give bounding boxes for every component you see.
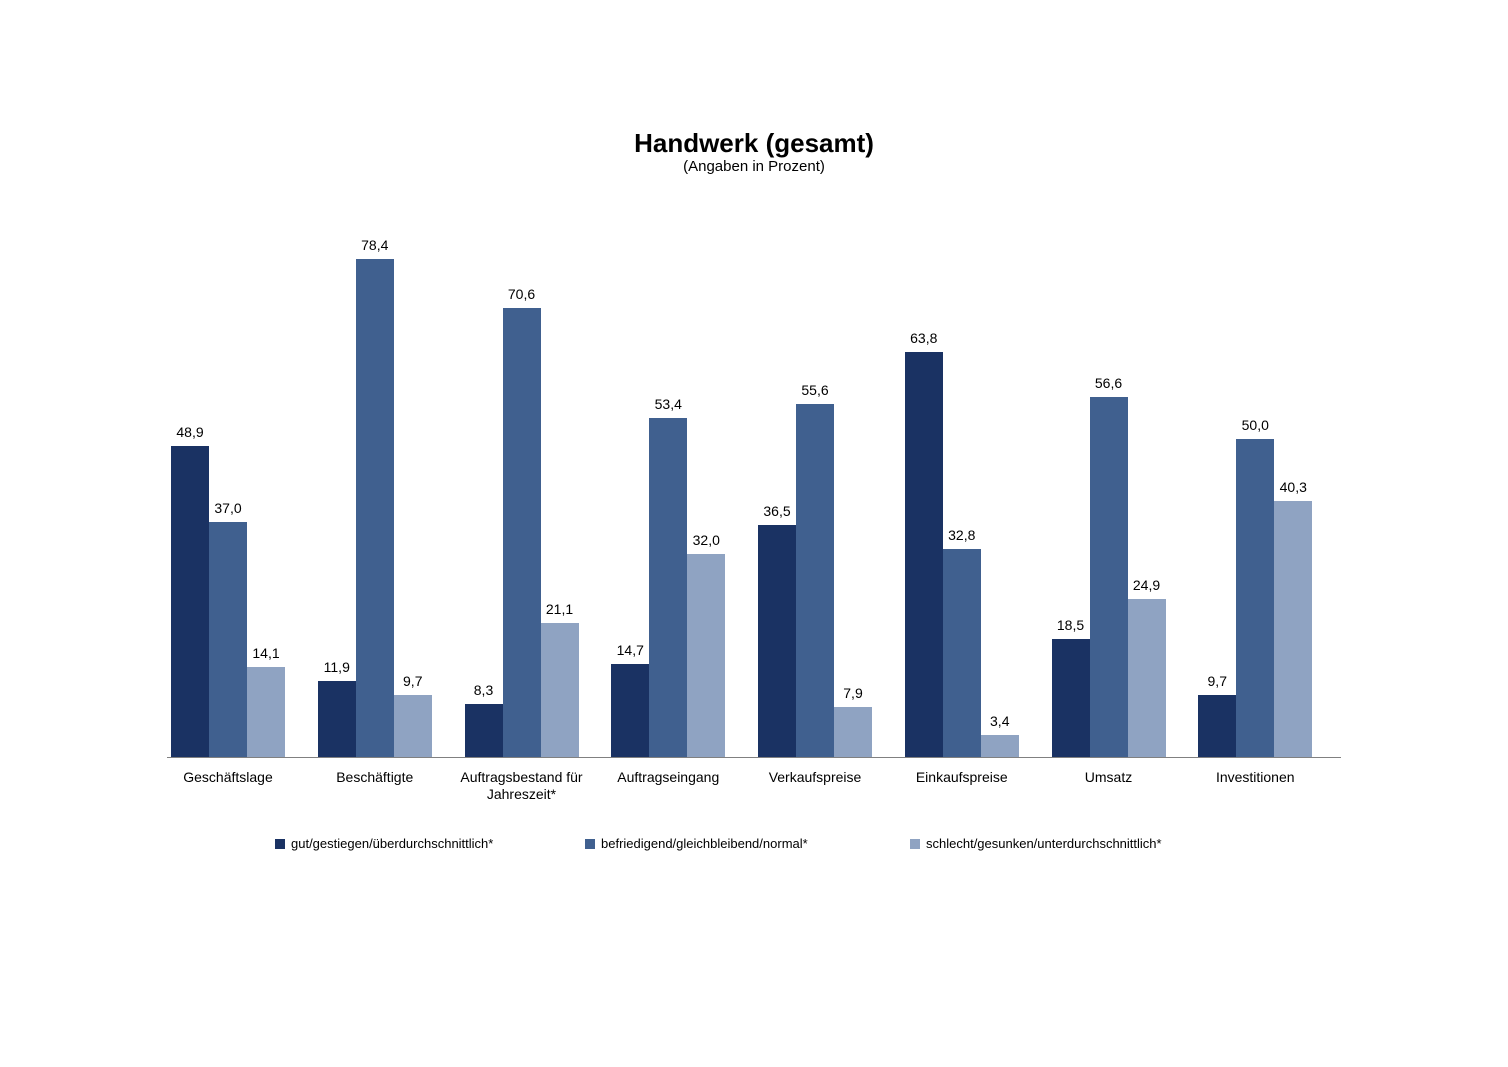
bar-value-label: 24,9: [1117, 577, 1177, 593]
bar-value-label: 9,7: [383, 673, 443, 689]
bar: [465, 704, 503, 757]
category-label: Einkaufspreise: [891, 769, 1032, 786]
bar-value-label: 56,6: [1079, 375, 1139, 391]
bar: [541, 623, 579, 757]
bar-value-label: 53,4: [638, 396, 698, 412]
bar-value-label: 78,4: [345, 237, 405, 253]
bar-value-label: 32,0: [676, 532, 736, 548]
category-label: Investitionen: [1185, 769, 1326, 786]
legend-item: befriedigend/gleichbleibend/normal*: [585, 836, 808, 851]
bar: [1128, 599, 1166, 757]
bar: [1274, 501, 1312, 757]
bar-group: 8,370,621,1: [461, 236, 608, 757]
category-label: Umsatz: [1038, 769, 1179, 786]
chart-subtitle: (Angaben in Prozent): [0, 158, 1508, 175]
bar-group: 11,978,49,7: [314, 236, 461, 757]
legend-swatch: [910, 839, 920, 849]
bar-group: 63,832,83,4: [901, 236, 1048, 757]
bar-value-label: 3,4: [970, 713, 1030, 729]
bar: [247, 667, 285, 757]
bar-group: 14,753,432,0: [607, 236, 754, 757]
bar: [209, 522, 247, 757]
legend-item: schlecht/gesunken/unterdurchschnittlich*: [910, 836, 1162, 851]
bar-value-label: 7,9: [823, 685, 883, 701]
bar-value-label: 50,0: [1225, 417, 1285, 433]
category-label: Beschäftigte: [304, 769, 445, 786]
bar-value-label: 32,8: [932, 527, 992, 543]
bar-value-label: 48,9: [160, 424, 220, 440]
legend-item: gut/gestiegen/überdurchschnittlich*: [275, 836, 493, 851]
plot-area: 48,937,014,111,978,49,78,370,621,114,753…: [167, 236, 1341, 758]
category-label: Auftragseingang: [598, 769, 739, 786]
bar: [649, 418, 687, 757]
bar-value-label: 40,3: [1263, 479, 1323, 495]
legend-swatch: [275, 839, 285, 849]
legend-swatch: [585, 839, 595, 849]
bar: [687, 554, 725, 757]
bar-group: 48,937,014,1: [167, 236, 314, 757]
bar: [758, 525, 796, 757]
legend-label: schlecht/gesunken/unterdurchschnittlich*: [926, 836, 1162, 851]
bar-group: 36,555,67,9: [754, 236, 901, 757]
bar: [394, 695, 432, 757]
bar-group: 18,556,624,9: [1048, 236, 1195, 757]
bar-value-label: 37,0: [198, 500, 258, 516]
bar-value-label: 55,6: [785, 382, 845, 398]
bar-value-label: 63,8: [894, 330, 954, 346]
bar: [611, 664, 649, 757]
bar: [796, 404, 834, 757]
bar: [981, 735, 1019, 757]
category-label: Auftragsbestand für Jahreszeit*: [451, 769, 592, 803]
bar: [1052, 639, 1090, 757]
bar: [171, 446, 209, 757]
bar-value-label: 70,6: [492, 286, 552, 302]
bar: [503, 308, 541, 757]
legend-label: gut/gestiegen/überdurchschnittlich*: [291, 836, 493, 851]
chart-title: Handwerk (gesamt): [0, 128, 1508, 159]
bar: [834, 707, 872, 757]
page: Handwerk (gesamt) (Angaben in Prozent) 4…: [0, 0, 1508, 1067]
bar-value-label: 21,1: [530, 601, 590, 617]
bar: [1198, 695, 1236, 757]
category-label: Geschäftslage: [158, 769, 299, 786]
legend-label: befriedigend/gleichbleibend/normal*: [601, 836, 808, 851]
category-label: Verkaufspreise: [745, 769, 886, 786]
bar: [905, 352, 943, 757]
bar: [318, 681, 356, 757]
bar-value-label: 14,1: [236, 645, 296, 661]
bar-group: 9,750,040,3: [1194, 236, 1341, 757]
